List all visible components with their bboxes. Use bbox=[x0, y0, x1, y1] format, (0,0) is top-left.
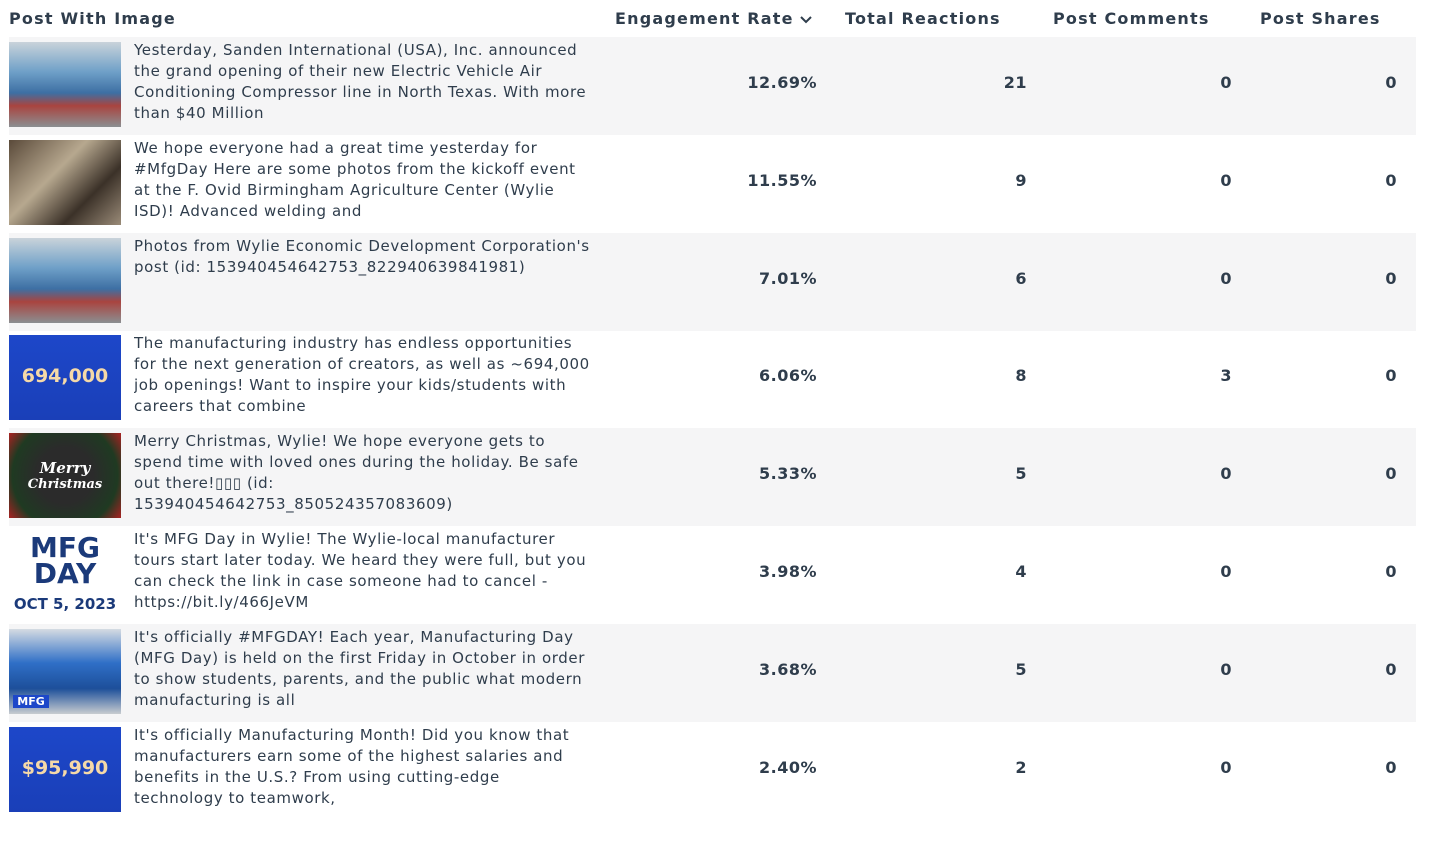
comments-value: 0 bbox=[1220, 73, 1232, 92]
post-thumbnail bbox=[9, 42, 121, 127]
post-text: It's MFG Day in Wylie! The Wylie-local m… bbox=[134, 529, 594, 613]
comments-value: 0 bbox=[1220, 660, 1232, 679]
thumbnail-text: DAY bbox=[9, 557, 121, 590]
comments-value: 0 bbox=[1220, 269, 1232, 288]
comments-value: 0 bbox=[1220, 562, 1232, 581]
post-text: Photos from Wylie Economic Development C… bbox=[134, 236, 594, 320]
reactions-value: 5 bbox=[1015, 464, 1027, 483]
thumbnail-text: 694,000 bbox=[9, 365, 121, 387]
engagement-value: 12.69% bbox=[747, 73, 817, 92]
table-row: Yesterday, Sanden International (USA), I… bbox=[9, 37, 1416, 135]
engagement-value: 6.06% bbox=[759, 366, 817, 385]
shares-value: 0 bbox=[1385, 366, 1397, 385]
thumbnail-text: MFG bbox=[13, 695, 49, 708]
header-comments: Post Comments bbox=[1053, 9, 1210, 28]
comments-value: 0 bbox=[1220, 758, 1232, 777]
header-post: Post With Image bbox=[9, 9, 176, 28]
comments-value: 0 bbox=[1220, 171, 1232, 190]
post-table: Post With Image Engagement Rate Total Re… bbox=[0, 0, 1429, 844]
post-thumbnail: $95,990 bbox=[9, 727, 121, 812]
engagement-value: 2.40% bbox=[759, 758, 817, 777]
thumbnail-text: OCT 5, 2023 bbox=[9, 595, 121, 613]
thumbnail-text: $95,990 bbox=[9, 757, 121, 779]
shares-value: 0 bbox=[1385, 758, 1397, 777]
header-shares: Post Shares bbox=[1260, 9, 1381, 28]
post-text: It's officially #MFGDAY! Each year, Manu… bbox=[134, 627, 594, 711]
header-engagement[interactable]: Engagement Rate bbox=[615, 9, 794, 28]
reactions-value: 4 bbox=[1015, 562, 1027, 581]
table-row: We hope everyone had a great time yester… bbox=[9, 135, 1416, 233]
post-text: We hope everyone had a great time yester… bbox=[134, 138, 594, 222]
reactions-value: 9 bbox=[1015, 171, 1027, 190]
post-thumbnail bbox=[9, 140, 121, 225]
header-engagement-sort[interactable]: Engagement Rate bbox=[615, 9, 812, 28]
post-thumbnail bbox=[9, 238, 121, 323]
sort-chevron[interactable] bbox=[800, 15, 812, 25]
post-text: It's officially Manufacturing Month! Did… bbox=[134, 725, 594, 809]
post-thumbnail: 694,000 bbox=[9, 335, 121, 420]
header-reactions: Total Reactions bbox=[845, 9, 1001, 28]
post-text: Yesterday, Sanden International (USA), I… bbox=[134, 40, 594, 124]
post-text: The manufacturing industry has endless o… bbox=[134, 333, 594, 417]
reactions-value: 6 bbox=[1015, 269, 1027, 288]
reactions-value: 2 bbox=[1015, 758, 1027, 777]
engagement-value: 7.01% bbox=[759, 269, 817, 288]
engagement-value: 5.33% bbox=[759, 464, 817, 483]
shares-value: 0 bbox=[1385, 660, 1397, 679]
shares-value: 0 bbox=[1385, 171, 1397, 190]
post-thumbnail: MFG bbox=[9, 629, 121, 714]
shares-value: 0 bbox=[1385, 562, 1397, 581]
thumbnail-text: Merry bbox=[9, 459, 121, 477]
thumbnail-text: Christmas bbox=[9, 477, 121, 492]
post-text: Merry Christmas, Wylie! We hope everyone… bbox=[134, 431, 594, 515]
shares-value: 0 bbox=[1385, 464, 1397, 483]
table-row: 694,000 The manufacturing industry has en… bbox=[9, 330, 1416, 428]
engagement-value: 3.68% bbox=[759, 660, 817, 679]
table-row: MFG It's officially #MFGDAY! Each year, M… bbox=[9, 624, 1416, 722]
shares-value: 0 bbox=[1385, 73, 1397, 92]
engagement-value: 3.98% bbox=[759, 562, 817, 581]
comments-value: 3 bbox=[1220, 366, 1232, 385]
reactions-value: 5 bbox=[1015, 660, 1027, 679]
shares-value: 0 bbox=[1385, 269, 1397, 288]
reactions-value: 21 bbox=[1004, 73, 1027, 92]
reactions-value: 8 bbox=[1015, 366, 1027, 385]
table-row: $95,990 It's officially Manufacturing Mon… bbox=[9, 722, 1416, 820]
table-row: Photos from Wylie Economic Development C… bbox=[9, 233, 1416, 331]
engagement-value: 11.55% bbox=[747, 171, 817, 190]
comments-value: 0 bbox=[1220, 464, 1232, 483]
